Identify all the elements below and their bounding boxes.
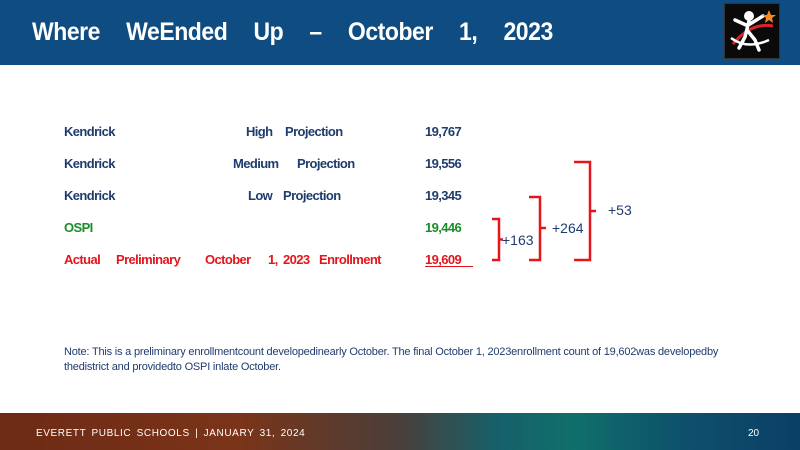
slide-header — [0, 0, 800, 65]
row-year: 2023 — [283, 252, 310, 267]
row-day: 1, — [268, 252, 278, 267]
row-month: October — [205, 252, 251, 267]
row-value: 19,609 — [425, 252, 462, 267]
bracket-medium — [574, 160, 596, 262]
difference-ospi-label: +163 — [502, 232, 534, 248]
row-type: Projection — [283, 188, 341, 203]
row-label: Kendrick — [64, 124, 115, 139]
page-number: 20 — [748, 428, 760, 439]
bracket-ospi — [492, 217, 503, 262]
row-type: Enrollment — [319, 252, 382, 267]
bracket-low — [529, 195, 546, 262]
row-label: Kendrick — [64, 188, 115, 203]
row-level: Medium — [233, 156, 279, 171]
logo-graphic — [730, 10, 776, 52]
footer-org-date: EVERETT PUBLIC SCHOOLS | JANUARY 31, 202… — [36, 428, 306, 439]
row-label: Actual — [64, 252, 101, 267]
row-type: Projection — [297, 156, 355, 171]
everett-schools-logo-icon — [724, 3, 780, 59]
difference-low-label: +264 — [552, 220, 584, 236]
slide-title: Where WeEnded Up – October 1, 2023 — [32, 18, 553, 46]
row-qualifier: Preliminary — [116, 252, 181, 267]
difference-medium-label: +53 — [608, 202, 632, 218]
row-level: High — [246, 124, 273, 139]
row-label: OSPI — [64, 220, 93, 235]
table-row: Kendrick Low Projection 19,345 — [0, 188, 480, 206]
footnote: Note: This is a preliminary enrollmentco… — [64, 346, 719, 373]
row-value: 19,767 — [425, 124, 462, 139]
row-value: 19,345 — [425, 188, 462, 203]
table-row: Kendrick Medium Projection 19,556 — [0, 156, 480, 174]
row-level: Low — [248, 188, 273, 203]
table-row: OSPI 19,446 — [0, 220, 480, 238]
slide-footer — [0, 413, 800, 450]
row-type: Projection — [285, 124, 343, 139]
table-row: Kendrick High Projection 19,767 — [0, 124, 480, 142]
row-label: Kendrick — [64, 156, 115, 171]
row-value: 19,446 — [425, 220, 462, 235]
value-underline — [425, 266, 473, 267]
row-value: 19,556 — [425, 156, 462, 171]
table-row: Actual Preliminary October 1, 2023 Enrol… — [0, 252, 480, 270]
